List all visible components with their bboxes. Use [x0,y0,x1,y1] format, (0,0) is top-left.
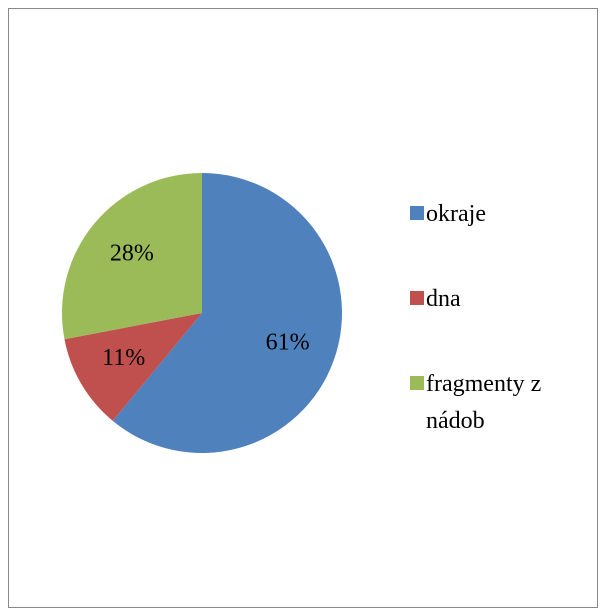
legend-entry: dna [410,281,590,318]
data-label: 61% [266,329,310,355]
legend-label: dna [426,286,461,312]
legend-entry: okraje [410,196,590,233]
legend-swatch [410,376,424,390]
data-label: 11% [102,345,145,371]
legend-entry: fragmenty z nádob [410,366,590,440]
legend-swatch [410,291,424,305]
pie-slice [61,173,203,340]
pie-slice [64,313,202,421]
legend: okraje dna fragmenty z nádob [410,196,590,488]
legend-label: fragmenty z nádob [426,371,542,434]
legend-swatch [410,206,424,220]
chart-frame [8,8,598,608]
legend-label: okraje [426,201,486,227]
data-label: 28% [110,240,154,266]
pie-slice [112,173,343,454]
